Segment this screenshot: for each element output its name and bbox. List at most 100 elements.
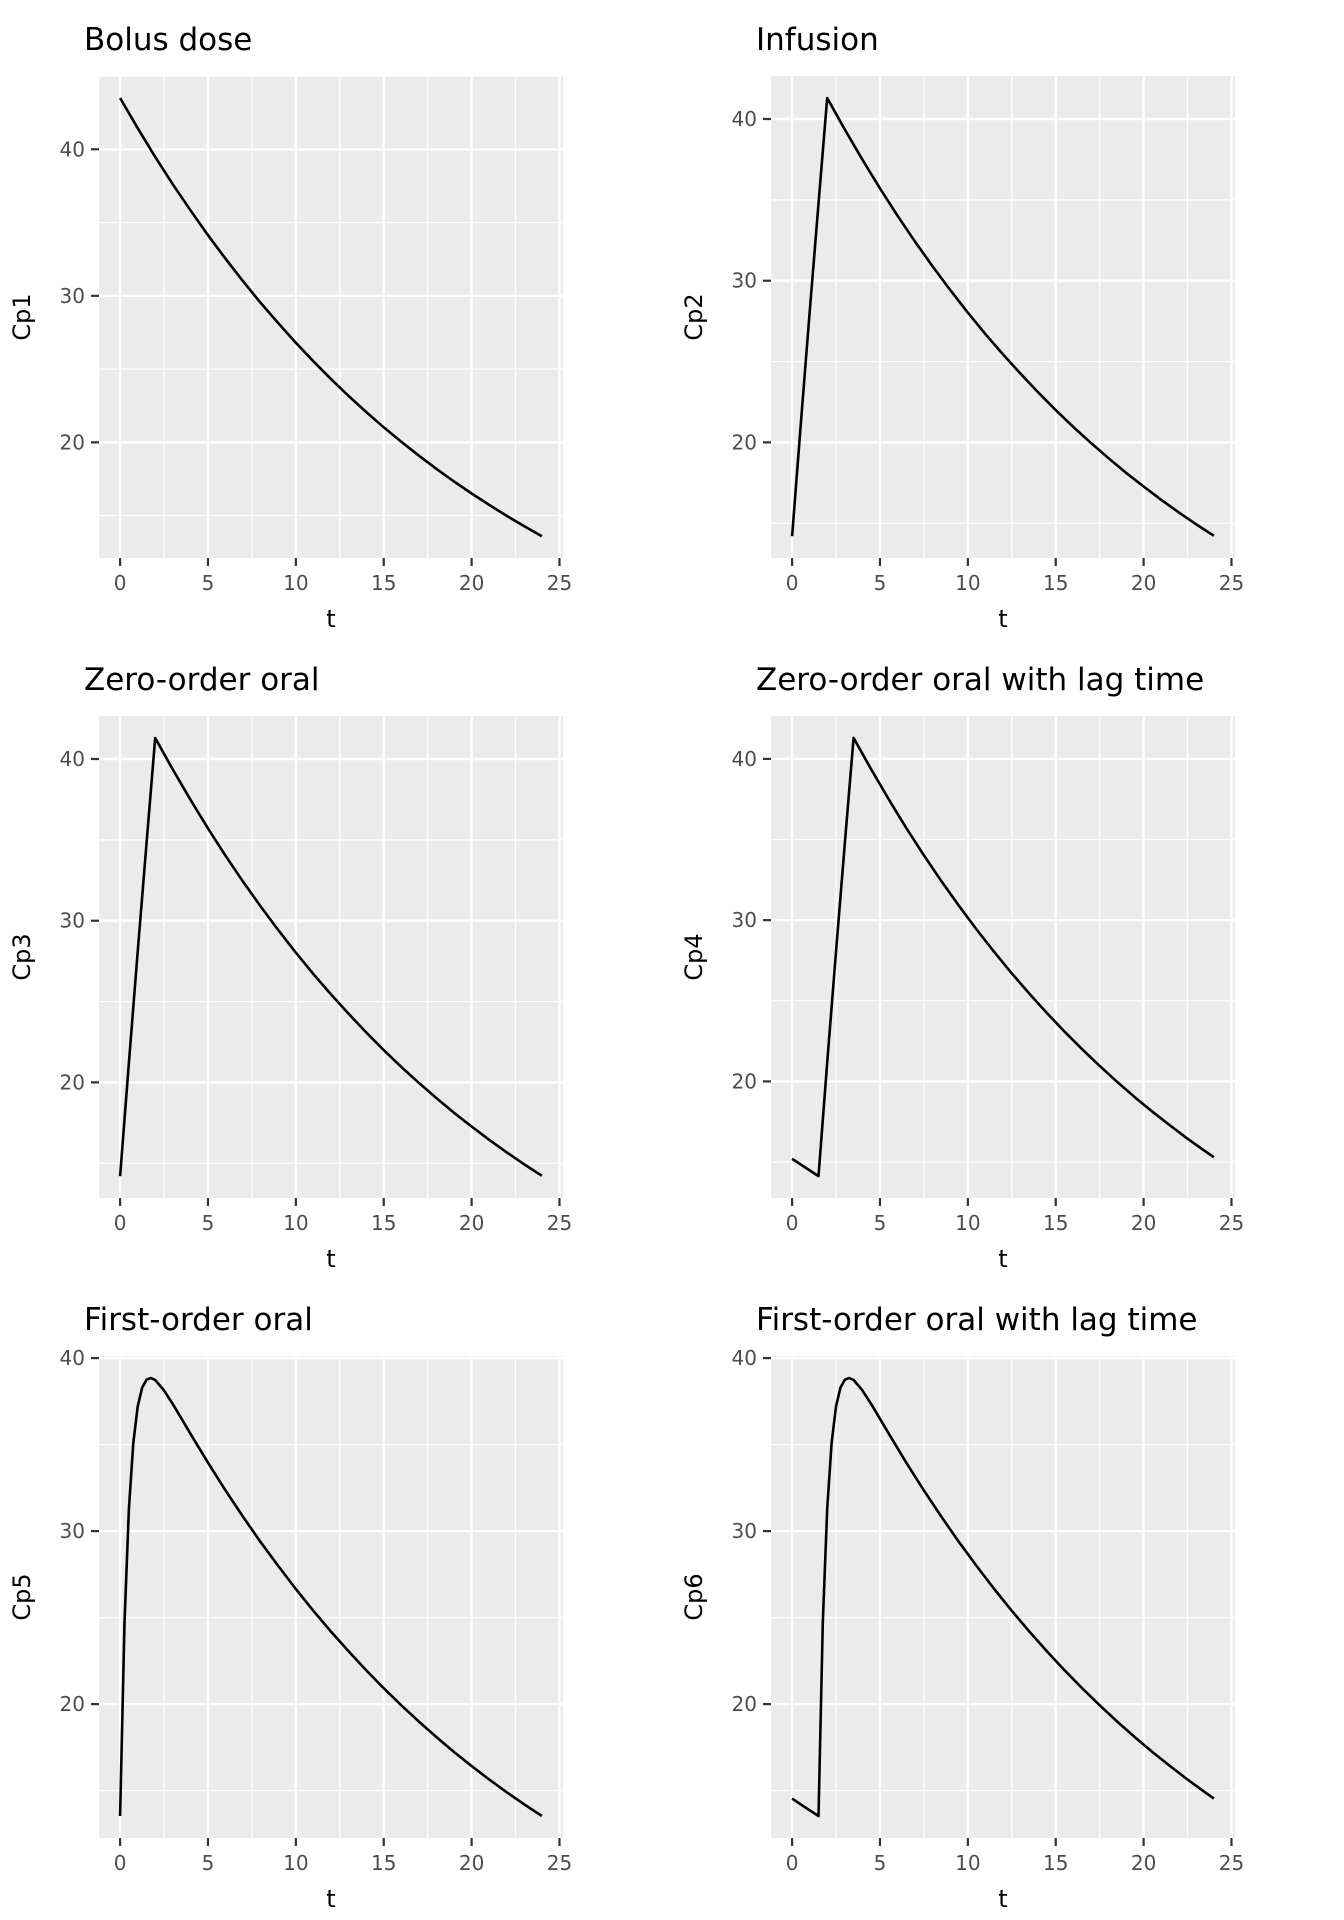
- x-tick-label: 0: [114, 571, 127, 595]
- y-tick-label: 30: [732, 908, 757, 932]
- bolus-dose-chart: 0 5 10 15 20 25 20 30 40 Bolus dose Cp1 t: [8, 22, 572, 633]
- x-tick-label: 0: [786, 571, 799, 595]
- x-tick-label: 20: [459, 1211, 484, 1235]
- x-tick-label: 20: [459, 1851, 484, 1875]
- x-tick-label: 15: [371, 571, 396, 595]
- plot-title: First-order oral: [84, 1302, 313, 1338]
- y-tick-label: 30: [732, 269, 757, 293]
- x-tick-label: 10: [283, 1211, 308, 1235]
- x-tick-label: 10: [283, 571, 308, 595]
- y-tick-label: 40: [732, 747, 757, 771]
- x-tick-label: 15: [1043, 1851, 1068, 1875]
- x-tick-label: 25: [547, 1211, 572, 1235]
- x-axis-title: t: [998, 1245, 1007, 1273]
- pk-curve: [118, 1376, 543, 1818]
- x-tick-label: 0: [786, 1851, 799, 1875]
- y-axis-title: Cp1: [8, 293, 36, 340]
- y-tick-label: 40: [732, 1346, 757, 1370]
- zero-order-oral-lag-chart: 0 5 10 15 20 25 20 30 40 Zero-order oral with la…: [680, 662, 1244, 1273]
- y-tick-label: 40: [60, 137, 85, 161]
- y-tick-label: 20: [60, 1070, 85, 1094]
- x-axis-title: t: [326, 1885, 335, 1913]
- x-tick-label: 15: [1043, 571, 1068, 595]
- x-tick-label: 0: [114, 1851, 127, 1875]
- y-axis-title: Cp5: [8, 1573, 36, 1620]
- plot-title: First-order oral with lag time: [756, 1302, 1198, 1338]
- plot-panel: 0 5 10 15 20 25 20 30 40: [732, 716, 1244, 1235]
- plot-panel: 0 5 10 15 20 25 20 30 40: [60, 716, 572, 1235]
- plot-panel: 0 5 10 15 20 25 20 30 40: [732, 1346, 1245, 1875]
- x-axis-title: t: [326, 605, 335, 633]
- subplot-zero-order-oral-lag: 0 5 10 15 20 25 20 30 40 Zero-order oral with la…: [672, 640, 1344, 1280]
- x-tick-label: 25: [547, 1851, 572, 1875]
- y-axis-title: Cp2: [680, 293, 708, 340]
- first-order-oral-lag-chart: 0 5 10 15 20 25 20 30 40 First-order oral with l…: [680, 1302, 1245, 1913]
- pk-curve: [791, 1376, 1215, 1818]
- x-tick-label: 15: [1043, 1211, 1068, 1235]
- x-tick-label: 15: [371, 1211, 396, 1235]
- pk-curve: [791, 736, 1215, 1178]
- pk-curve: [118, 97, 543, 538]
- y-tick-label: 20: [732, 430, 757, 454]
- x-tick-label: 20: [1131, 1851, 1156, 1875]
- y-tick-label: 40: [60, 747, 85, 771]
- x-tick-label: 10: [955, 571, 980, 595]
- x-tick-label: 20: [1131, 1211, 1156, 1235]
- x-tick-label: 10: [955, 1851, 980, 1875]
- plot-panel: 0 5 10 15 20 25 20 30 40: [60, 75, 572, 595]
- y-tick-label: 20: [60, 430, 85, 454]
- x-tick-label: 20: [459, 571, 484, 595]
- x-axis-title: t: [998, 605, 1007, 633]
- panel-background: [771, 1356, 1235, 1838]
- y-tick-label: 30: [60, 284, 85, 308]
- panel-background: [99, 76, 563, 558]
- plot-title: Zero-order oral: [84, 662, 320, 698]
- plot-panel: 0 5 10 15 20 25 20 30 40: [60, 1346, 573, 1875]
- y-tick-label: 20: [732, 1069, 757, 1093]
- y-tick-label: 20: [732, 1692, 757, 1716]
- x-tick-label: 25: [547, 571, 572, 595]
- panel-background: [99, 716, 563, 1198]
- infusion-chart: 0 5 10 15 20 25 20 30 40 Infusion Cp2 t: [680, 22, 1244, 633]
- plot-title: Infusion: [756, 22, 879, 58]
- x-tick-label: 25: [1219, 1851, 1244, 1875]
- x-tick-label: 25: [1219, 571, 1244, 595]
- x-tick-label: 0: [114, 1211, 127, 1235]
- zero-order-oral-chart: 0 5 10 15 20 25 20 30 40 Zero-order oral Cp3 t: [8, 662, 572, 1273]
- y-axis-title: Cp3: [8, 933, 36, 980]
- x-axis-title: t: [998, 1885, 1007, 1913]
- subplot-first-order-oral-lag: 0 5 10 15 20 25 20 30 40 First-order oral with l…: [672, 1280, 1344, 1920]
- y-tick-label: 30: [732, 1519, 757, 1543]
- panel-background: [771, 716, 1235, 1198]
- x-tick-label: 10: [283, 1851, 308, 1875]
- panel-background: [771, 76, 1235, 558]
- first-order-oral-chart: 0 5 10 15 20 25 20 30 40 First-order oral Cp5 t: [8, 1302, 573, 1913]
- plot-panel: 0 5 10 15 20 25 20 30 40: [732, 76, 1244, 595]
- x-axis-title: t: [326, 1245, 335, 1273]
- x-tick-label: 5: [202, 1851, 215, 1875]
- x-tick-label: 5: [874, 1211, 887, 1235]
- subplot-bolus-dose: 0 5 10 15 20 25 20 30 40 Bolus dose Cp1 t: [0, 0, 672, 640]
- x-tick-label: 20: [1131, 571, 1156, 595]
- subplot-infusion: 0 5 10 15 20 25 20 30 40 Infusion Cp2 t: [672, 0, 1344, 640]
- subplot-first-order-oral: 0 5 10 15 20 25 20 30 40 First-order oral Cp5 t: [0, 1280, 672, 1920]
- panel-background: [99, 1356, 563, 1838]
- y-tick-label: 30: [60, 909, 85, 933]
- y-tick-label: 40: [60, 1346, 85, 1370]
- y-axis-title: Cp4: [680, 933, 708, 980]
- y-axis-title: Cp6: [680, 1573, 708, 1620]
- subplot-zero-order-oral: 0 5 10 15 20 25 20 30 40 Zero-order oral Cp3 t: [0, 640, 672, 1280]
- x-tick-label: 5: [202, 1211, 215, 1235]
- y-tick-label: 20: [60, 1692, 85, 1716]
- y-tick-label: 40: [732, 107, 757, 131]
- x-tick-label: 0: [786, 1211, 799, 1235]
- pk-curve: [790, 96, 1215, 537]
- plot-title: Zero-order oral with lag time: [756, 662, 1204, 698]
- plot-title: Bolus dose: [84, 22, 252, 58]
- x-tick-label: 15: [371, 1851, 396, 1875]
- x-tick-label: 5: [874, 571, 887, 595]
- x-tick-label: 25: [1219, 1211, 1244, 1235]
- y-tick-label: 30: [60, 1519, 85, 1543]
- x-tick-label: 5: [874, 1851, 887, 1875]
